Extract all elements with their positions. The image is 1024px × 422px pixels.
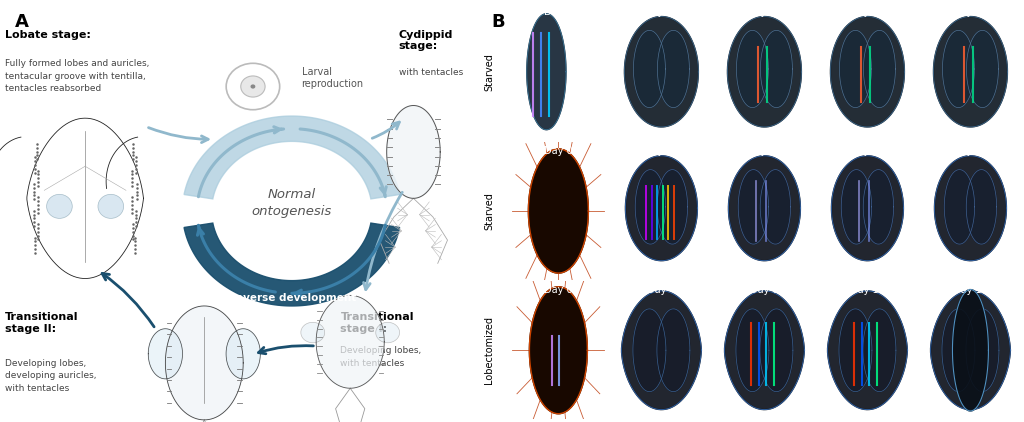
Text: Fully formed lobes and auricles,
tentacular groove with tentilla,
tentacles reab: Fully formed lobes and auricles, tentacu… xyxy=(5,59,150,93)
Text: B: B xyxy=(492,13,506,31)
Text: Day 24: Day 24 xyxy=(746,7,782,17)
Text: Day 43: Day 43 xyxy=(953,146,988,156)
Polygon shape xyxy=(634,30,666,108)
Text: Lobectomized: Lobectomized xyxy=(484,316,495,384)
Text: Developing lobes,
with tentacles: Developing lobes, with tentacles xyxy=(340,346,422,368)
Text: Day 17: Day 17 xyxy=(644,7,679,17)
Polygon shape xyxy=(728,156,801,261)
Text: Transitional
stage II:: Transitional stage II: xyxy=(5,312,79,334)
Circle shape xyxy=(226,63,280,110)
Polygon shape xyxy=(935,156,1007,261)
Text: Reverse development: Reverse development xyxy=(227,292,356,303)
Ellipse shape xyxy=(47,194,73,219)
Text: Larval
reproduction: Larval reproduction xyxy=(301,67,364,89)
Polygon shape xyxy=(967,170,996,244)
Text: Day 18: Day 18 xyxy=(644,146,679,156)
Polygon shape xyxy=(736,30,768,108)
Polygon shape xyxy=(942,30,975,108)
Polygon shape xyxy=(863,30,895,108)
Polygon shape xyxy=(934,16,1008,127)
Circle shape xyxy=(241,76,265,97)
Polygon shape xyxy=(863,170,894,244)
Polygon shape xyxy=(952,289,988,411)
Text: Day 10: Day 10 xyxy=(850,285,885,295)
Text: Day 8: Day 8 xyxy=(751,285,778,295)
Text: Day 15: Day 15 xyxy=(953,285,988,295)
Polygon shape xyxy=(760,170,791,244)
Text: Transitional
stage I:: Transitional stage I: xyxy=(340,312,414,334)
Polygon shape xyxy=(827,291,907,410)
Text: Day 41: Day 41 xyxy=(953,7,988,17)
Text: Day 29: Day 29 xyxy=(850,146,885,156)
Text: Starved: Starved xyxy=(484,53,495,91)
Polygon shape xyxy=(727,16,802,127)
Polygon shape xyxy=(725,291,805,410)
Polygon shape xyxy=(626,156,697,261)
Polygon shape xyxy=(760,309,793,392)
Ellipse shape xyxy=(98,194,124,219)
Polygon shape xyxy=(633,309,666,392)
Polygon shape xyxy=(967,30,998,108)
Circle shape xyxy=(251,84,255,89)
Polygon shape xyxy=(635,170,666,244)
Polygon shape xyxy=(184,116,399,199)
Text: Day 4: Day 4 xyxy=(647,285,676,295)
Polygon shape xyxy=(387,106,440,198)
Polygon shape xyxy=(148,329,182,379)
Text: Day 0: Day 0 xyxy=(544,285,572,295)
Ellipse shape xyxy=(376,322,399,343)
Polygon shape xyxy=(931,291,1011,410)
Polygon shape xyxy=(840,30,871,108)
Polygon shape xyxy=(184,223,399,306)
Text: Cydippid
stage:: Cydippid stage: xyxy=(398,30,454,51)
Text: A: A xyxy=(14,13,29,31)
Polygon shape xyxy=(842,170,871,244)
Polygon shape xyxy=(966,309,999,392)
Polygon shape xyxy=(166,306,244,420)
Polygon shape xyxy=(657,30,689,108)
Polygon shape xyxy=(657,309,690,392)
Polygon shape xyxy=(529,287,588,414)
Polygon shape xyxy=(830,16,904,127)
Polygon shape xyxy=(831,156,903,261)
Text: Lobate stage:: Lobate stage: xyxy=(5,30,91,40)
Polygon shape xyxy=(528,149,589,273)
Text: Starved: Starved xyxy=(484,192,495,230)
Polygon shape xyxy=(839,309,871,392)
Ellipse shape xyxy=(301,322,325,343)
Text: Day 29: Day 29 xyxy=(850,7,885,17)
Text: with tentacles: with tentacles xyxy=(398,68,463,76)
Polygon shape xyxy=(736,309,769,392)
Polygon shape xyxy=(226,329,260,379)
Polygon shape xyxy=(316,295,384,388)
Polygon shape xyxy=(761,30,793,108)
Polygon shape xyxy=(625,16,698,127)
Polygon shape xyxy=(657,170,687,244)
Polygon shape xyxy=(942,309,975,392)
Polygon shape xyxy=(738,170,769,244)
Text: Day 0: Day 0 xyxy=(544,146,572,156)
Polygon shape xyxy=(526,14,566,130)
Text: Day 22: Day 22 xyxy=(746,146,782,156)
Text: Developing lobes,
developing auricles,
with tentacles: Developing lobes, developing auricles, w… xyxy=(5,359,96,393)
Polygon shape xyxy=(622,291,701,410)
Polygon shape xyxy=(944,170,975,244)
Text: Day 0: Day 0 xyxy=(544,7,572,17)
Polygon shape xyxy=(863,309,896,392)
Text: Normal
ontogenesis: Normal ontogenesis xyxy=(252,187,332,218)
